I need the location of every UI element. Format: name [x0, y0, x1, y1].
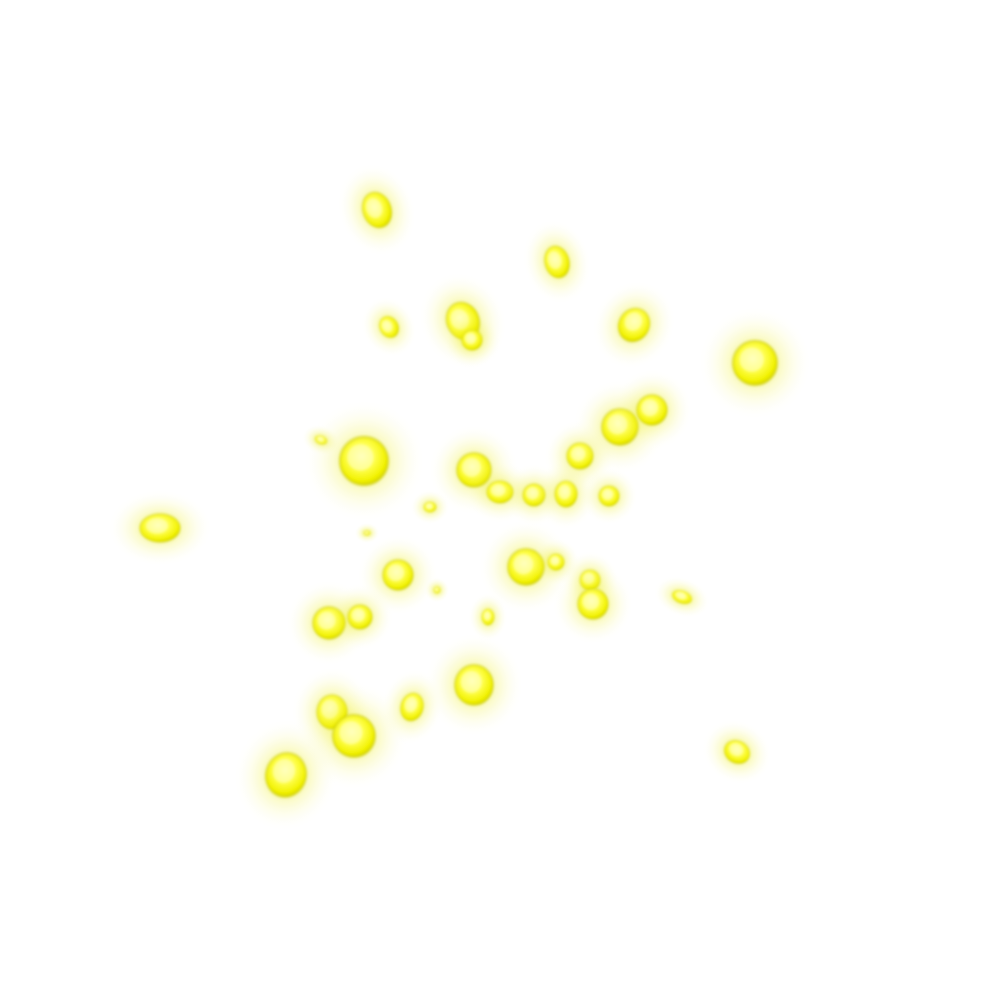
particle-highlight — [434, 587, 439, 592]
particle-highlight — [490, 484, 506, 497]
particle-highlight — [347, 444, 374, 471]
particle-highlight — [381, 320, 393, 333]
particle-highlight — [582, 593, 599, 610]
glowing-particle — [580, 467, 638, 525]
glowing-particle — [611, 369, 693, 451]
glowing-particle — [424, 577, 450, 603]
particle-highlight — [675, 592, 687, 600]
particle-highlight — [425, 503, 433, 509]
particle-highlight — [404, 696, 418, 713]
particle-highlight — [550, 556, 560, 566]
glowing-particle — [354, 522, 380, 544]
particle-highlight — [339, 721, 363, 745]
glowing-particle — [698, 306, 812, 420]
glowing-particle — [108, 489, 212, 567]
particle-highlight — [460, 671, 482, 693]
glowing-particle — [233, 718, 339, 832]
glowing-particle — [468, 592, 508, 642]
glowing-particle — [443, 311, 501, 369]
particle-highlight — [465, 333, 476, 344]
particle-highlight — [387, 564, 404, 581]
glowing-particle — [361, 296, 417, 358]
particle-highlight — [729, 743, 744, 756]
particle-highlight — [366, 198, 383, 218]
particle-highlight — [513, 554, 534, 575]
glowing-particle — [326, 583, 394, 651]
particle-highlight — [351, 608, 365, 622]
glowing-particle — [410, 489, 450, 525]
particle-field — [108, 163, 812, 832]
particle-highlight — [547, 251, 562, 269]
glowing-particle — [522, 219, 592, 305]
glowing-particle — [592, 281, 676, 369]
glowing-particle — [302, 399, 426, 523]
particle-highlight — [483, 611, 491, 621]
glowing-particle — [337, 163, 417, 257]
particle-highlight — [624, 312, 642, 331]
particle-highlight — [146, 518, 168, 534]
particle-highlight — [272, 759, 296, 784]
particle-highlight — [364, 531, 369, 534]
particle-highlight — [641, 399, 658, 416]
glowing-particle — [552, 563, 634, 645]
glowing-particle — [653, 575, 711, 619]
particle-highlight — [739, 347, 764, 372]
glowing-particle — [702, 719, 772, 785]
particle-highlight — [602, 489, 613, 500]
glowing-particle — [424, 633, 524, 737]
